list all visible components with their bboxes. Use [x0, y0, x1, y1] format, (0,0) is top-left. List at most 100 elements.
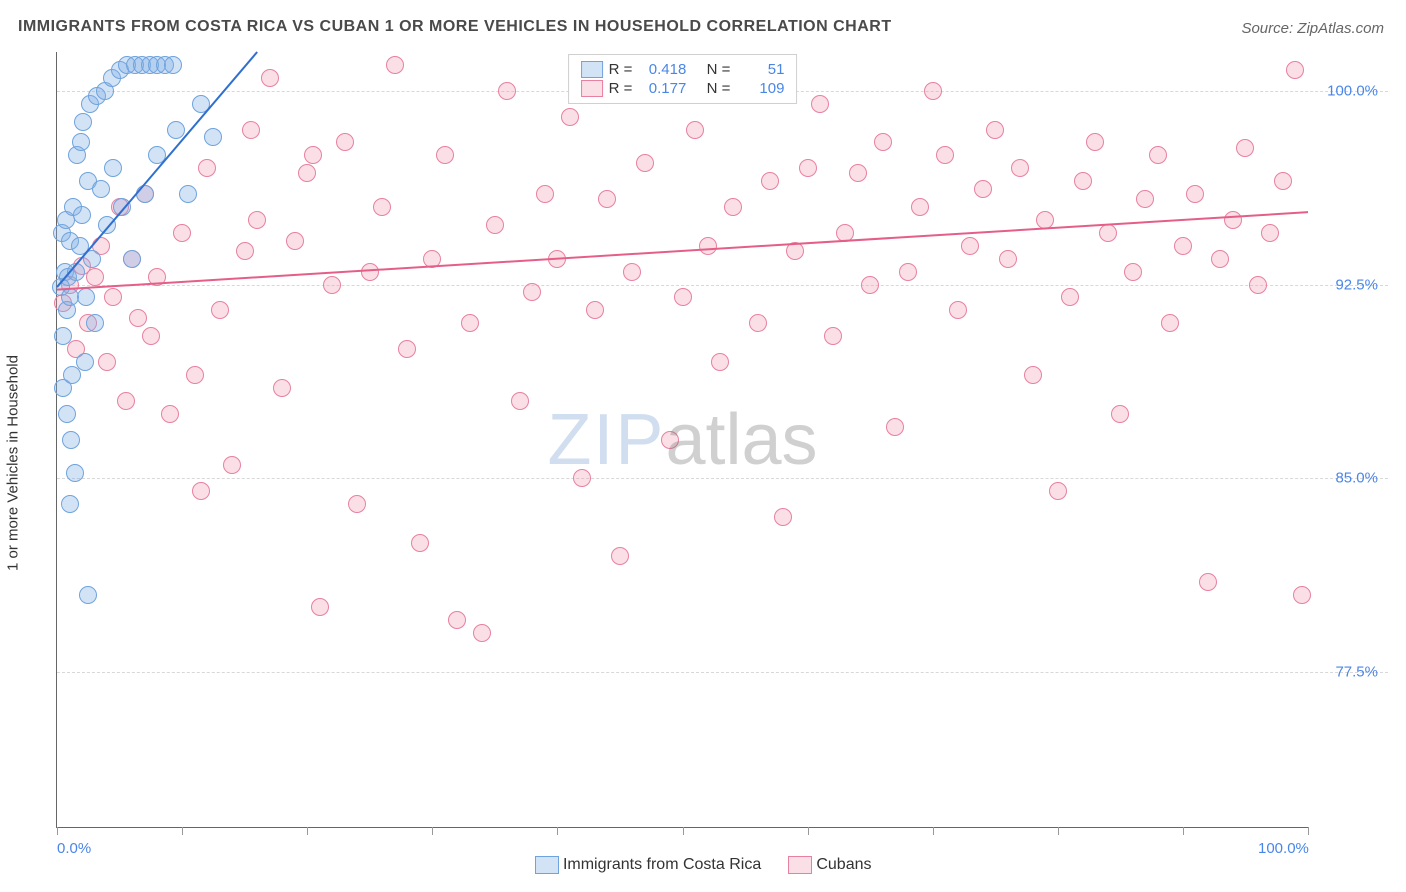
- x-tick: [683, 827, 684, 835]
- data-point: [573, 469, 591, 487]
- data-point: [886, 418, 904, 436]
- data-point: [167, 121, 185, 139]
- data-point: [179, 185, 197, 203]
- x-tick: [1183, 827, 1184, 835]
- data-point: [1049, 482, 1067, 500]
- data-point: [786, 242, 804, 260]
- data-point: [336, 133, 354, 151]
- data-point: [1249, 276, 1267, 294]
- data-point: [298, 164, 316, 182]
- data-point: [874, 133, 892, 151]
- data-point: [686, 121, 704, 139]
- data-point: [104, 288, 122, 306]
- x-tick: [1058, 827, 1059, 835]
- data-point: [186, 366, 204, 384]
- data-point: [536, 185, 554, 203]
- data-point: [1061, 288, 1079, 306]
- data-point: [129, 309, 147, 327]
- data-point: [76, 353, 94, 371]
- data-point: [949, 301, 967, 319]
- watermark-zip: ZIP: [547, 400, 665, 480]
- data-point: [273, 379, 291, 397]
- data-point: [761, 172, 779, 190]
- data-point: [161, 405, 179, 423]
- gridline: [57, 672, 1388, 673]
- data-point: [461, 314, 479, 332]
- y-tick-label: 77.5%: [1320, 664, 1378, 681]
- bottom-legend: Immigrants from Costa Rica Cubans: [18, 856, 1388, 874]
- data-point: [974, 180, 992, 198]
- data-point: [86, 268, 104, 286]
- trend-lines-svg: [57, 52, 1308, 827]
- data-point: [72, 133, 90, 151]
- data-point: [242, 121, 260, 139]
- source-attribution: Source: ZipAtlas.com: [1241, 20, 1384, 37]
- x-tick-label: 100.0%: [1258, 840, 1309, 857]
- data-point: [1186, 185, 1204, 203]
- data-point: [611, 547, 629, 565]
- data-point: [811, 95, 829, 113]
- data-point: [58, 405, 76, 423]
- data-point: [54, 327, 72, 345]
- data-point: [436, 146, 454, 164]
- data-point: [899, 263, 917, 281]
- data-point: [79, 586, 97, 604]
- data-point: [1011, 159, 1029, 177]
- data-point: [836, 224, 854, 242]
- data-point: [211, 301, 229, 319]
- data-point: [1174, 237, 1192, 255]
- data-point: [986, 121, 1004, 139]
- data-point: [749, 314, 767, 332]
- x-tick: [808, 827, 809, 835]
- legend-label-cubans: Cubans: [816, 856, 871, 873]
- n-value-cubans: 109: [736, 80, 784, 97]
- stats-legend-box: R = 0.418 N = 51 R = 0.177 N = 109: [568, 54, 798, 104]
- legend-label-costa-rica: Immigrants from Costa Rica: [563, 856, 761, 873]
- data-point: [1261, 224, 1279, 242]
- data-point: [498, 82, 516, 100]
- data-point: [148, 268, 166, 286]
- n-label: N =: [707, 80, 731, 97]
- data-point: [123, 250, 141, 268]
- x-tick: [307, 827, 308, 835]
- data-point: [486, 216, 504, 234]
- data-point: [561, 108, 579, 126]
- data-point: [248, 211, 266, 229]
- data-point: [1036, 211, 1054, 229]
- stats-row-cubans: R = 0.177 N = 109: [581, 80, 785, 97]
- data-point: [261, 69, 279, 87]
- data-point: [83, 250, 101, 268]
- data-point: [204, 128, 222, 146]
- r-value-cubans: 0.177: [638, 80, 686, 97]
- data-point: [77, 288, 95, 306]
- data-point: [1199, 573, 1217, 591]
- data-point: [586, 301, 604, 319]
- data-point: [1086, 133, 1104, 151]
- data-point: [61, 495, 79, 513]
- data-point: [1074, 172, 1092, 190]
- data-point: [73, 206, 91, 224]
- data-point: [961, 237, 979, 255]
- data-point: [636, 154, 654, 172]
- data-point: [136, 185, 154, 203]
- legend-swatch-cubans: [788, 856, 812, 874]
- plot-area: 77.5%85.0%92.5%100.0%0.0%100.0% ZIPatlas…: [56, 52, 1308, 828]
- legend-swatch-costa-rica: [535, 856, 559, 874]
- data-point: [674, 288, 692, 306]
- data-point: [1099, 224, 1117, 242]
- data-point: [173, 224, 191, 242]
- data-point: [1161, 314, 1179, 332]
- x-tick: [57, 827, 58, 835]
- data-point: [849, 164, 867, 182]
- data-point: [373, 198, 391, 216]
- data-point: [98, 216, 116, 234]
- x-tick: [933, 827, 934, 835]
- data-point: [999, 250, 1017, 268]
- data-point: [223, 456, 241, 474]
- data-point: [323, 276, 341, 294]
- data-point: [1124, 263, 1142, 281]
- data-point: [699, 237, 717, 255]
- data-point: [661, 431, 679, 449]
- data-point: [473, 624, 491, 642]
- data-point: [164, 56, 182, 74]
